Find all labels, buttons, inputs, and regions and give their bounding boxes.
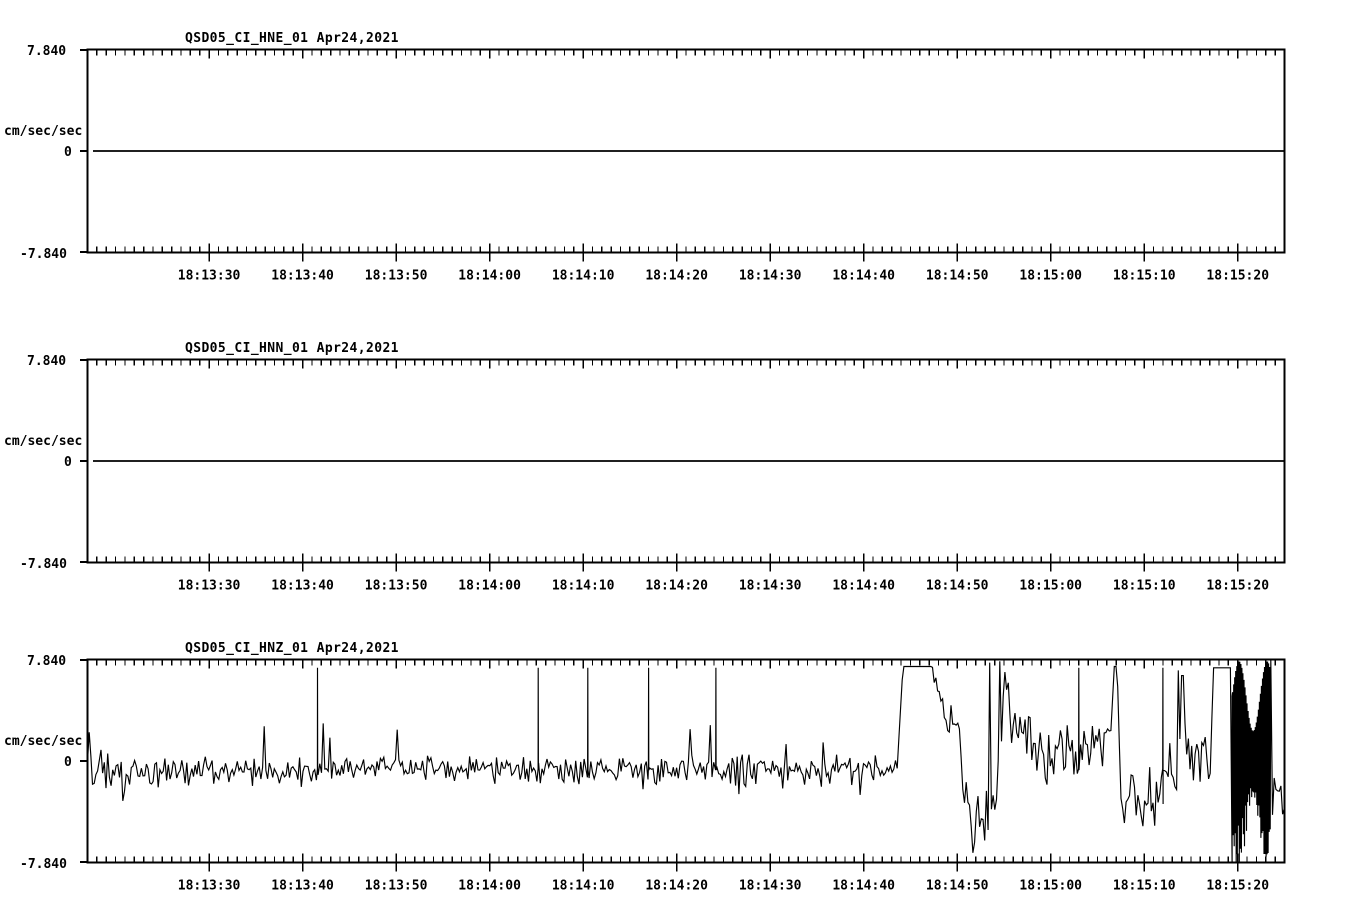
x-tick-label: 18:14:30 [739, 579, 802, 594]
panel-hne-title: QSD05_CI_HNE_01 Apr24,2021 [185, 31, 399, 46]
panel-hnn-ymin-label: -7.840 [20, 557, 67, 572]
panel-hnn-y-ticks [80, 359, 88, 563]
x-tick-label: 18:14:10 [552, 879, 615, 894]
panel-hne-svg: QSD05_CI_HNE_01 Apr24,2021 cm/sec/sec 7.… [4, 31, 1286, 284]
x-tick-label: 18:14:30 [739, 879, 802, 894]
panel-hne: QSD05_CI_HNE_01 Apr24,2021 cm/sec/sec 7.… [0, 0, 1358, 310]
panel-hnn-yunit: cm/sec/sec [4, 434, 82, 449]
panel-hne-ymid-label: 0 [64, 145, 72, 160]
x-tick-label: 18:14:10 [552, 579, 615, 594]
x-tick-label: 18:14:30 [739, 269, 802, 284]
x-tick-label: 18:15:20 [1206, 269, 1269, 284]
x-tick-label: 18:13:30 [178, 879, 241, 894]
panel-hne-x-labels: 18:13:30 18:13:40 18:13:50 18:14:00 18:14:10… [178, 269, 1269, 284]
panel-hnz-yunit: cm/sec/sec [4, 734, 82, 749]
panel-hnz-ymax-label: 7.840 [27, 654, 66, 669]
x-tick-label: 18:13:40 [271, 579, 334, 594]
x-tick-label: 18:14:40 [832, 879, 895, 894]
panel-hnz-frame [86, 658, 1286, 864]
x-tick-label: 18:15:00 [1019, 269, 1082, 284]
x-tick-label: 18:14:20 [645, 879, 708, 894]
panel-hnz-ymid-label: 0 [64, 755, 72, 770]
x-tick-label: 18:14:00 [458, 579, 521, 594]
x-tick-label: 18:13:50 [365, 879, 428, 894]
panel-hnn-x-labels: 18:13:30 18:13:40 18:13:50 18:14:00 18:14:10… [178, 579, 1269, 594]
panel-hnn-ymid-label: 0 [64, 455, 72, 470]
x-tick-label: 18:13:40 [271, 879, 334, 894]
panel-hnn-ticks [96, 359, 1276, 572]
x-tick-label: 18:15:10 [1113, 269, 1176, 284]
panel-hnn-title: QSD05_CI_HNN_01 Apr24,2021 [185, 341, 399, 356]
x-tick-label: 18:13:30 [178, 269, 241, 284]
x-tick-label: 18:14:40 [832, 579, 895, 594]
panel-hnn: QSD05_CI_HNN_01 Apr24,2021 cm/sec/sec 7.… [0, 310, 1358, 620]
panel-hnz-y-ticks [80, 659, 88, 863]
x-tick-label: 18:15:20 [1206, 879, 1269, 894]
x-tick-label: 18:13:50 [365, 579, 428, 594]
x-tick-label: 18:14:50 [926, 579, 989, 594]
panel-hnz-svg: QSD05_CI_HNZ_01 Apr24,2021 cm/sec/sec 7.… [4, 641, 1286, 894]
x-tick-label: 18:13:50 [365, 269, 428, 284]
x-tick-label: 18:14:20 [645, 269, 708, 284]
panel-hnz-title: QSD05_CI_HNZ_01 Apr24,2021 [185, 641, 399, 656]
panel-hne-ymax-label: 7.840 [27, 44, 66, 59]
x-tick-label: 18:14:50 [926, 879, 989, 894]
x-tick-label: 18:15:00 [1019, 579, 1082, 594]
x-tick-label: 18:15:10 [1113, 879, 1176, 894]
x-tick-label: 18:14:10 [552, 269, 615, 284]
x-tick-label: 18:14:00 [458, 269, 521, 284]
x-tick-label: 18:14:50 [926, 269, 989, 284]
panel-hnz-trace [86, 659, 1285, 863]
x-tick-label: 18:13:40 [271, 269, 334, 284]
panel-hne-ticks [96, 49, 1276, 262]
panel-hnz: QSD05_CI_HNZ_01 Apr24,2021 cm/sec/sec 7.… [0, 620, 1358, 924]
panel-hnz-ymin-label: -7.840 [20, 857, 67, 872]
panel-hne-ymin-label: -7.840 [20, 247, 67, 262]
panel-hnz-ticks [96, 659, 1276, 872]
panel-hne-y-ticks [80, 49, 88, 253]
panel-hnn-ymax-label: 7.840 [27, 354, 66, 369]
x-tick-label: 18:15:20 [1206, 579, 1269, 594]
x-tick-label: 18:14:00 [458, 879, 521, 894]
x-tick-label: 18:13:30 [178, 579, 241, 594]
panel-hne-yunit: cm/sec/sec [4, 124, 82, 139]
x-tick-label: 18:15:00 [1019, 879, 1082, 894]
panel-hnn-svg: QSD05_CI_HNN_01 Apr24,2021 cm/sec/sec 7.… [4, 341, 1286, 594]
panel-hnz-x-labels: 18:13:30 18:13:40 18:13:50 18:14:00 18:14:10… [178, 879, 1269, 894]
x-tick-label: 18:15:10 [1113, 579, 1176, 594]
x-tick-label: 18:14:40 [832, 269, 895, 284]
x-tick-label: 18:14:20 [645, 579, 708, 594]
